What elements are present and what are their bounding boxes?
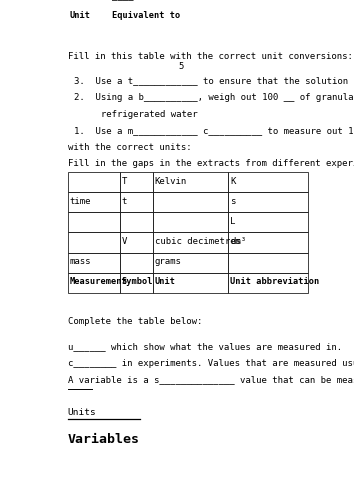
Text: 5: 5: [179, 62, 184, 71]
Bar: [228, 232, 308, 252]
Bar: [68, 6, 110, 26]
Bar: [120, 232, 153, 252]
Text: 3.  Use a t____________ to ensure that the solution is at 277 ___.: 3. Use a t____________ to ensure that th…: [74, 76, 354, 86]
Bar: [120, 192, 153, 212]
Text: cubic decimetres: cubic decimetres: [155, 237, 241, 246]
Bar: [68, 212, 120, 233]
Text: grams: grams: [155, 257, 182, 266]
Bar: [153, 232, 228, 252]
Text: Unit: Unit: [70, 11, 91, 20]
Text: 2.  Using a b__________, weigh out 100 __ of granulated sugar: 2. Using a b__________, weigh out 100 __…: [74, 93, 354, 102]
Bar: [68, 0, 110, 6]
Text: time: time: [70, 197, 91, 206]
Text: Variables: Variables: [68, 434, 139, 446]
Text: Complete the table below:: Complete the table below:: [68, 318, 202, 326]
Text: t: t: [122, 197, 127, 206]
Bar: [68, 192, 120, 212]
Bar: [68, 272, 120, 292]
Text: Fill in the gaps in the extracts from different experimental methods: Fill in the gaps in the extracts from di…: [68, 159, 354, 168]
Text: c________ in experiments. Values that are measured usually have: c________ in experiments. Values that ar…: [68, 359, 354, 368]
Text: Kelvin: Kelvin: [155, 177, 187, 186]
Bar: [153, 212, 228, 233]
Bar: [228, 252, 308, 272]
Text: T: T: [122, 177, 127, 186]
Bar: [153, 252, 228, 272]
Text: Fill in this table with the correct unit conversions:: Fill in this table with the correct unit…: [68, 52, 353, 60]
Text: Measurement: Measurement: [70, 277, 127, 286]
Bar: [120, 252, 153, 272]
Text: V: V: [122, 237, 127, 246]
Bar: [110, 6, 215, 26]
Text: Unit: Unit: [155, 277, 176, 286]
Text: A variable is a s______________ value that can be measured and: A variable is a s______________ value th…: [68, 376, 354, 384]
Bar: [228, 212, 308, 233]
Bar: [68, 172, 120, 193]
Bar: [228, 172, 308, 193]
Bar: [228, 192, 308, 212]
Bar: [68, 252, 120, 272]
Bar: [68, 232, 120, 252]
Text: with the correct units:: with the correct units:: [68, 142, 191, 152]
Text: mass: mass: [70, 257, 91, 266]
Text: L: L: [230, 217, 236, 226]
Text: Units: Units: [68, 408, 96, 418]
Text: Equivalent to: Equivalent to: [112, 11, 181, 20]
Text: s: s: [230, 197, 236, 206]
Text: Unit abbreviation: Unit abbreviation: [230, 277, 320, 286]
Bar: [120, 172, 153, 193]
Bar: [153, 172, 228, 193]
Text: 1.  Use a m____________ c__________ to measure out 1.5 ____ of: 1. Use a m____________ c__________ to me…: [74, 126, 354, 135]
Text: K: K: [230, 177, 236, 186]
Text: Symbol: Symbol: [122, 277, 153, 286]
Text: u______ which show what the values are measured in.: u______ which show what the values are m…: [68, 342, 342, 351]
Text: refrigerated water: refrigerated water: [74, 110, 198, 118]
Bar: [120, 212, 153, 233]
Bar: [153, 272, 228, 292]
Bar: [228, 272, 308, 292]
Text: dm³: dm³: [230, 237, 246, 246]
Bar: [110, 0, 215, 6]
Bar: [153, 192, 228, 212]
Bar: [120, 272, 153, 292]
